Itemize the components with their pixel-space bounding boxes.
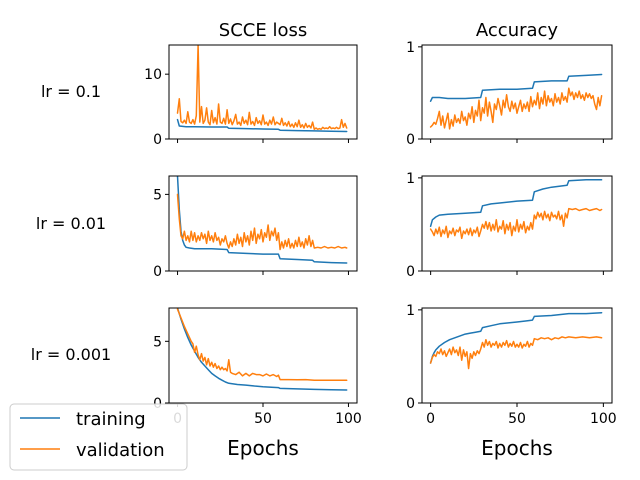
series-training-loss-lr-0.1 bbox=[176, 118, 348, 133]
series-training-accuracy-lr-0.001 bbox=[429, 311, 603, 364]
series-validation-accuracy-lr-0.1 bbox=[429, 87, 603, 130]
x-tick-label: 50 bbox=[508, 411, 526, 427]
column-title-loss: SCCE loss bbox=[219, 20, 307, 41]
legend: training validation bbox=[9, 403, 188, 471]
row-label-lr-0.01: lr = 0.01 bbox=[36, 214, 106, 233]
y-tick-label: 0 bbox=[406, 396, 415, 412]
panel-loss-lr-0.1: 0 10 bbox=[144, 44, 358, 148]
axes-frame bbox=[168, 175, 358, 272]
panel-accuracy-lr-0.001: 0 50 100 0 1 bbox=[406, 303, 617, 427]
y-tick-label: 10 bbox=[144, 67, 162, 83]
series-validation-loss-lr-0.01 bbox=[176, 193, 348, 251]
y-tick-label: 0 bbox=[406, 264, 415, 280]
panel-loss-lr-0.01: 05 bbox=[153, 175, 358, 280]
row-label-lr-0.1: lr = 0.1 bbox=[41, 82, 101, 101]
series-validation-loss-lr-0.1 bbox=[176, 45, 348, 131]
x-tick-label: 100 bbox=[335, 411, 362, 427]
legend-frame bbox=[9, 403, 188, 471]
y-tick-label: 0 bbox=[153, 264, 162, 280]
legend-label-training: training bbox=[76, 409, 146, 430]
row-label-lr-0.001: lr = 0.001 bbox=[31, 345, 111, 364]
series-training-loss-lr-0.01 bbox=[176, 176, 348, 264]
y-tick-label: 5 bbox=[153, 334, 162, 350]
legend-label-validation: validation bbox=[76, 440, 165, 461]
y-tick-label: 5 bbox=[153, 187, 162, 203]
x-tick-label: 100 bbox=[590, 411, 617, 427]
panel-accuracy-lr-0.01: 01 bbox=[406, 171, 613, 280]
x-axis-label-loss: Epochs bbox=[227, 436, 299, 460]
y-tick-label: 0 bbox=[153, 132, 162, 148]
series-training-accuracy-lr-0.01 bbox=[429, 178, 603, 228]
series-validation-loss-lr-0.001 bbox=[176, 308, 348, 381]
y-tick-label: 1 bbox=[406, 40, 415, 56]
series-validation-accuracy-lr-0.001 bbox=[429, 336, 603, 370]
x-tick-label: 0 bbox=[426, 411, 435, 427]
x-axis-label-accuracy: Epochs bbox=[481, 436, 553, 460]
y-tick-label: 1 bbox=[406, 303, 415, 319]
series-validation-accuracy-lr-0.01 bbox=[429, 207, 603, 240]
y-tick-label: 0 bbox=[406, 132, 415, 148]
panel-accuracy-lr-0.1: 01 bbox=[406, 40, 613, 148]
x-tick-label: 50 bbox=[254, 411, 272, 427]
series-training-accuracy-lr-0.1 bbox=[429, 73, 603, 102]
column-title-accuracy: Accuracy bbox=[476, 20, 559, 41]
y-tick-label: 1 bbox=[406, 171, 415, 187]
series-training-loss-lr-0.001 bbox=[176, 308, 348, 391]
